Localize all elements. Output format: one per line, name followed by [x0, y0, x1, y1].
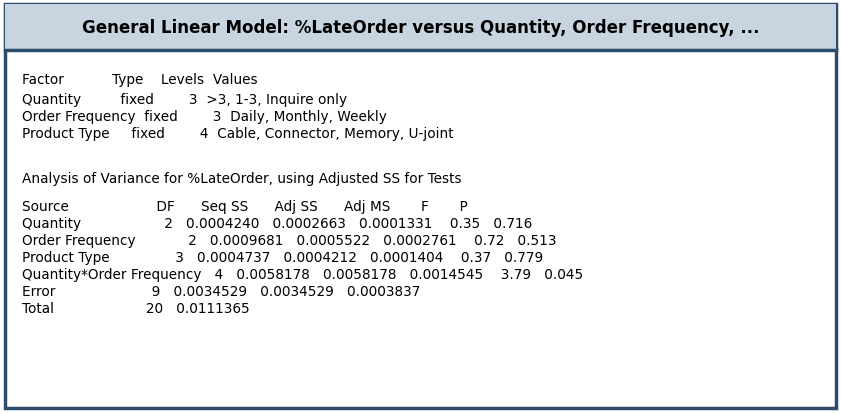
Text: Product Type     fixed        4  Cable, Connector, Memory, U-joint: Product Type fixed 4 Cable, Connector, M… — [22, 127, 453, 141]
Text: Total                     20   0.0111365: Total 20 0.0111365 — [22, 301, 250, 315]
Text: Quantity                   2   0.0004240   0.0002663   0.0001331    0.35   0.716: Quantity 2 0.0004240 0.0002663 0.0001331… — [22, 216, 532, 230]
Text: Quantity         fixed        3  >3, 1-3, Inquire only: Quantity fixed 3 >3, 1-3, Inquire only — [22, 93, 347, 107]
Text: Order Frequency  fixed        3  Daily, Monthly, Weekly: Order Frequency fixed 3 Daily, Monthly, … — [22, 110, 387, 124]
Text: Error                      9   0.0034529   0.0034529   0.0003837: Error 9 0.0034529 0.0034529 0.0003837 — [22, 284, 420, 298]
Text: Source                    DF      Seq SS      Adj SS      Adj MS       F       P: Source DF Seq SS Adj SS Adj MS F P — [22, 199, 468, 214]
Text: Product Type               3   0.0004737   0.0004212   0.0001404    0.37   0.779: Product Type 3 0.0004737 0.0004212 0.000… — [22, 250, 543, 264]
Text: General Linear Model: %LateOrder versus Quantity, Order Frequency, ...: General Linear Model: %LateOrder versus … — [82, 19, 759, 37]
Bar — [5, 5, 836, 51]
Text: Analysis of Variance for %LateOrder, using Adjusted SS for Tests: Analysis of Variance for %LateOrder, usi… — [22, 171, 462, 185]
Text: Order Frequency            2   0.0009681   0.0005522   0.0002761    0.72   0.513: Order Frequency 2 0.0009681 0.0005522 0.… — [22, 233, 557, 247]
Text: Quantity*Order Frequency   4   0.0058178   0.0058178   0.0014545    3.79   0.045: Quantity*Order Frequency 4 0.0058178 0.0… — [22, 267, 584, 281]
Text: Factor           Type    Levels  Values: Factor Type Levels Values — [22, 73, 257, 87]
